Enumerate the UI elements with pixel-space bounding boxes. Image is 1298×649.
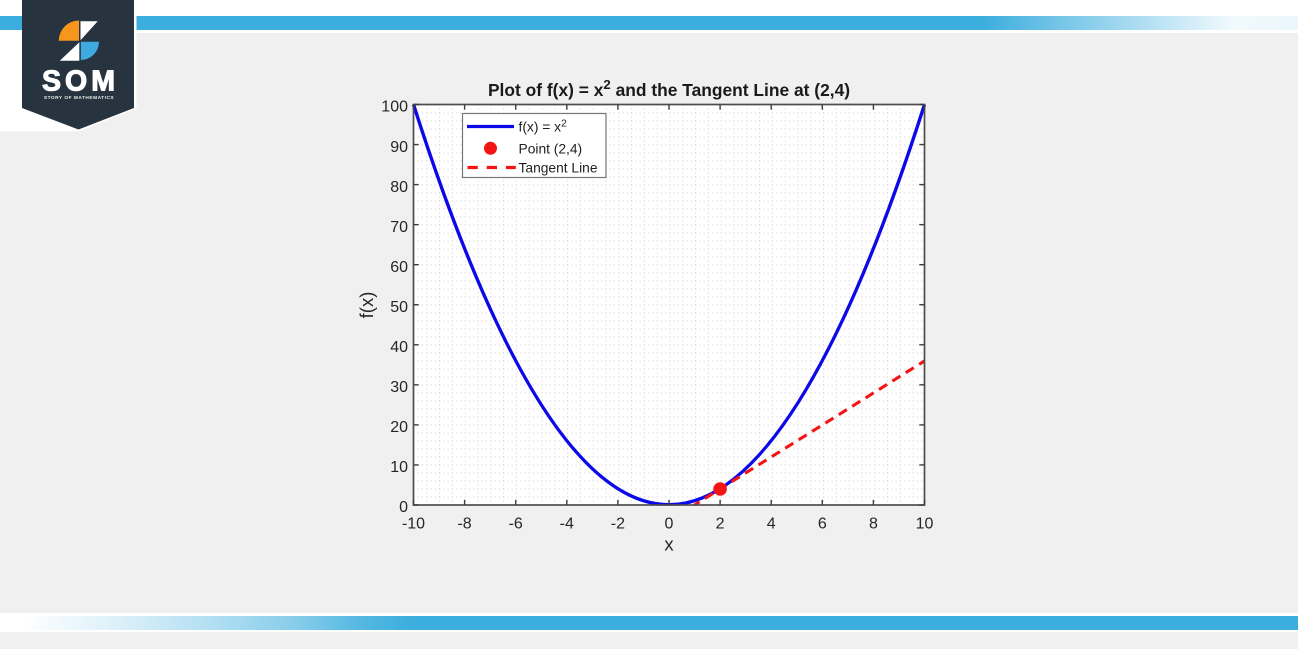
svg-text:STORY OF MATHEMATICS: STORY OF MATHEMATICS [44,95,115,101]
svg-text:0: 0 [399,499,408,516]
svg-text:f(x) = x2: f(x) = x2 [519,118,568,135]
svg-text:10: 10 [390,459,408,476]
svg-text:-4: -4 [560,516,574,533]
svg-text:x: x [664,534,674,555]
svg-text:30: 30 [390,379,408,396]
svg-text:-6: -6 [509,516,523,533]
svg-text:70: 70 [390,219,408,236]
svg-text:4: 4 [767,516,776,533]
svg-text:Plot of f(x) = x2 and the Tang: Plot of f(x) = x2 and the Tangent Line a… [488,77,850,100]
svg-text:-10: -10 [402,516,425,533]
svg-text:Tangent Line: Tangent Line [519,161,598,176]
svg-text:6: 6 [818,516,827,533]
svg-text:90: 90 [390,139,408,156]
svg-text:Point (2,4): Point (2,4) [519,142,583,157]
svg-text:80: 80 [390,179,408,196]
svg-text:2: 2 [716,516,725,533]
svg-text:60: 60 [390,259,408,276]
svg-text:100: 100 [381,99,408,116]
svg-text:10: 10 [916,516,934,533]
svg-text:0: 0 [665,516,674,533]
svg-text:40: 40 [390,339,408,356]
svg-text:SOM: SOM [42,66,119,98]
svg-text:f(x): f(x) [356,292,377,319]
svg-text:-2: -2 [611,516,625,533]
svg-text:50: 50 [390,299,408,316]
svg-text:20: 20 [390,419,408,436]
svg-text:8: 8 [869,516,878,533]
svg-text:-8: -8 [457,516,471,533]
